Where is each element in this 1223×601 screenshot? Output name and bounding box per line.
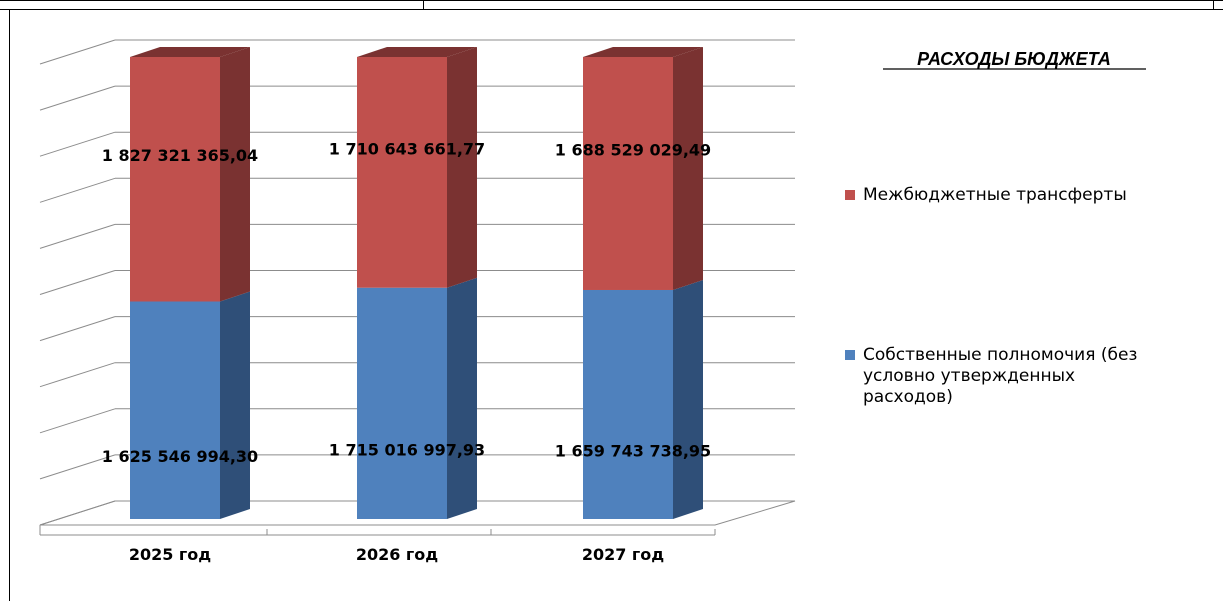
bar-top <box>130 47 250 57</box>
category-labels: 2025 год 2026 год 2027 год <box>129 545 664 564</box>
gridline-diagonal <box>39 177 116 203</box>
data-label: 1 710 643 661,77 <box>329 139 485 158</box>
bar-side <box>447 277 477 519</box>
gridline-diagonal <box>39 316 116 342</box>
data-label: 1 688 529 029,49 <box>555 140 711 159</box>
gridline-diagonal <box>39 408 116 434</box>
bar-side <box>673 279 703 519</box>
legend-label: расходов) <box>863 387 953 407</box>
bar-top <box>583 47 703 57</box>
data-label: 1 625 546 994,30 <box>102 447 258 466</box>
bar-front <box>357 57 447 288</box>
bar-front <box>130 301 220 519</box>
bar-front <box>583 289 673 519</box>
bar-top <box>357 47 477 57</box>
legend-label: условно утвержденных <box>863 366 1075 386</box>
chart-floor <box>39 500 796 526</box>
gridline-diagonal <box>39 454 116 480</box>
bar-front <box>130 57 220 302</box>
bar-front <box>357 287 447 519</box>
legend-swatch <box>845 190 855 200</box>
data-label: 1 715 016 997,93 <box>329 440 485 459</box>
gridline-diagonal <box>39 223 116 249</box>
bar-front <box>583 57 673 290</box>
legend-label: Межбюджетные трансферты <box>863 185 1127 205</box>
category-label: 2026 год <box>356 545 438 564</box>
gridline-diagonal <box>39 131 116 157</box>
data-label: 1 659 743 738,95 <box>555 441 711 460</box>
gridline-diagonal <box>39 270 116 295</box>
bars <box>130 47 703 519</box>
bar-side <box>673 47 703 290</box>
gridline-diagonal <box>39 362 116 388</box>
category-label: 2025 год <box>129 545 211 564</box>
chart-title: РАСХОДЫ БЮДЖЕТА <box>917 49 1111 69</box>
data-labels: 1 625 546 994,30 1 827 321 365,04 1 715 01… <box>102 139 711 466</box>
gridline-diagonal <box>39 85 116 111</box>
legend-label: Собственные полномочия (без <box>863 345 1137 365</box>
category-label: 2027 год <box>582 545 664 564</box>
bar-side <box>447 47 477 288</box>
bar-side <box>220 47 250 302</box>
legend: Межбюджетные трансферты Собственные полно… <box>845 185 1137 407</box>
legend-swatch <box>845 350 855 360</box>
gridline-diagonal <box>39 39 116 65</box>
data-label: 1 827 321 365,04 <box>102 146 258 165</box>
bar-side <box>220 291 250 519</box>
